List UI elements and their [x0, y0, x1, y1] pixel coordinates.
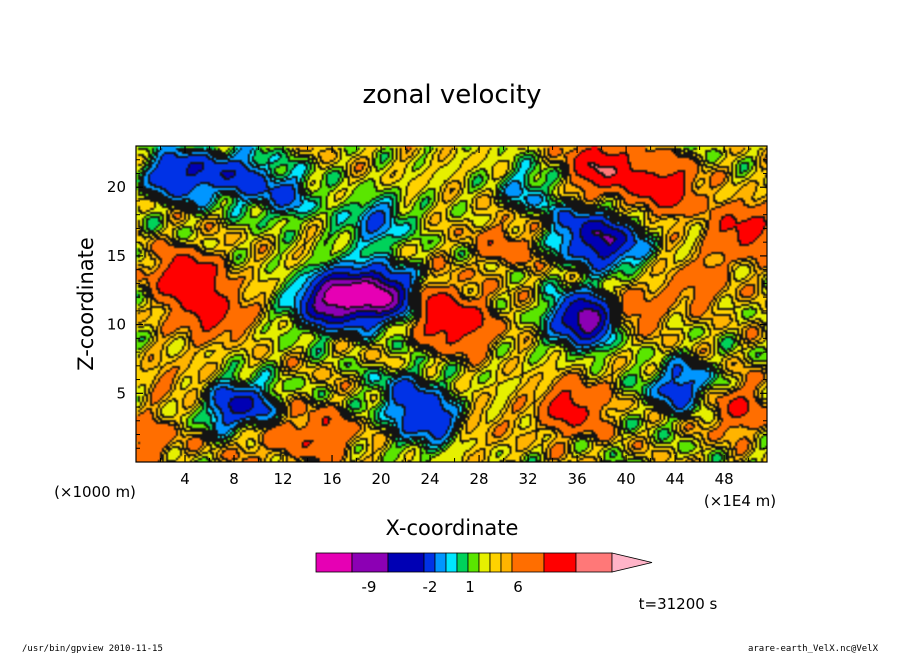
- x-tick-label: 12: [273, 470, 292, 488]
- y-axis-label: Z-coordinate: [74, 237, 98, 371]
- colorbar-swatch: [445, 552, 458, 573]
- time-label: t=31200 s: [639, 595, 718, 613]
- colorbar-swatch: [500, 552, 513, 573]
- x-unit-right: (×1E4 m): [704, 492, 776, 510]
- colorbar-swatch: [489, 552, 502, 573]
- colorbar-tick-label: -9: [362, 578, 377, 596]
- x-tick-label: 32: [519, 470, 538, 488]
- colorbar-arrow: [611, 552, 653, 573]
- colorbar-tick-label: 6: [513, 578, 523, 596]
- y-tick-label: 5: [116, 384, 126, 402]
- x-tick-label: 20: [372, 470, 391, 488]
- colorbar-swatch: [387, 552, 425, 573]
- colorbar-swatch: [423, 552, 436, 573]
- x-tick-label: 44: [666, 470, 685, 488]
- footer-right: arare-earth_VelX.nc@VelX: [748, 644, 879, 654]
- colorbar: [315, 552, 653, 573]
- x-tick-label: 48: [715, 470, 734, 488]
- colorbar-swatch: [543, 552, 577, 573]
- heatmap-image: [136, 146, 767, 462]
- chart-title: zonal velocity: [362, 80, 541, 110]
- x-tick-label: 36: [568, 470, 587, 488]
- colorbar-swatch: [434, 552, 447, 573]
- y-tick-label: 20: [107, 178, 126, 196]
- x-axis-label: X-coordinate: [386, 516, 519, 540]
- x-tick-label: 40: [617, 470, 636, 488]
- x-tick-label: 16: [322, 470, 341, 488]
- colorbar-swatch: [456, 552, 469, 573]
- x-tick-label: 4: [180, 470, 190, 488]
- colorbar-tick-label: 1: [465, 578, 475, 596]
- colorbar-swatch: [467, 552, 480, 573]
- x-tick-label: 28: [470, 470, 489, 488]
- colorbar-swatch: [575, 552, 613, 573]
- x-tick-label: 24: [421, 470, 440, 488]
- footer-left: /usr/bin/gpview 2010-11-15: [22, 644, 163, 654]
- x-axis-ticks: 4 8 12 16 20 24 28 32 36 40 44 48: [160, 146, 750, 488]
- y-tick-label: 15: [107, 247, 126, 265]
- colorbar-swatch: [315, 552, 353, 573]
- plot-frame: [135, 145, 768, 463]
- y-axis-ticks: 5 10 15 20: [107, 159, 767, 449]
- colorbar-swatch: [511, 552, 545, 573]
- colorbar-tick-label: -2: [423, 578, 438, 596]
- colorbar-ticks: -9 -2 1 6: [362, 578, 523, 596]
- colorbar-swatch: [478, 552, 491, 573]
- heatmap-field: [136, 146, 767, 462]
- y-tick-label: 10: [107, 316, 126, 334]
- colorbar-swatch: [351, 552, 389, 573]
- x-unit-left: (×1000 m): [54, 483, 136, 501]
- x-tick-label: 8: [229, 470, 239, 488]
